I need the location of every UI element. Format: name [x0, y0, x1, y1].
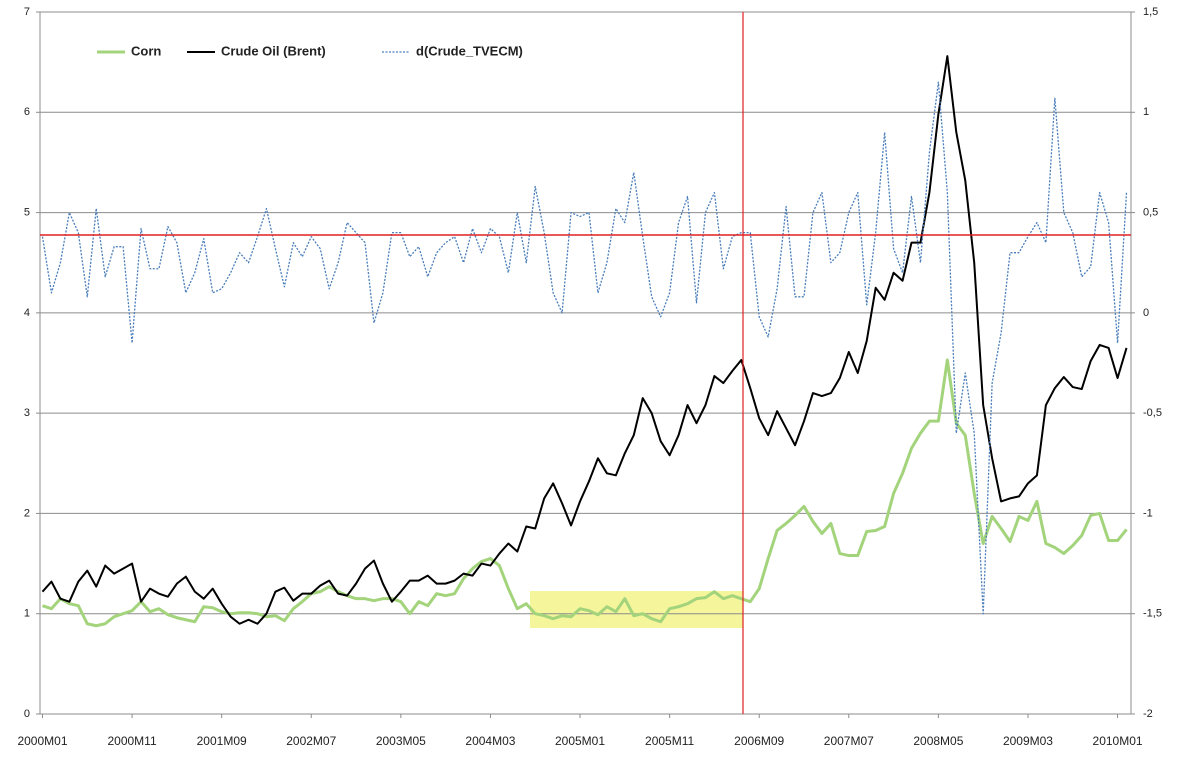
x-tick-label: 2005M11 — [645, 734, 694, 748]
x-tick-label: 2006M09 — [734, 734, 784, 748]
series-line — [41, 55, 1128, 625]
x-tick-label: 2004M03 — [465, 734, 515, 748]
y2-tick-label: 0,5 — [1143, 206, 1158, 218]
x-tick-label: 2001M09 — [197, 734, 247, 748]
y2-tick-label: -2 — [1143, 708, 1153, 720]
y2-tick-label: -0,5 — [1143, 407, 1162, 419]
y-tick-label: 3 — [24, 407, 30, 419]
x-tick-label: 2009M03 — [1003, 734, 1053, 748]
legend: Corn Crude Oil (Brent) d(Crude_TVECM) — [97, 43, 523, 58]
highlight-box — [530, 591, 743, 628]
y-tick-label: 2 — [24, 507, 30, 519]
y-tick-label: 5 — [24, 206, 30, 218]
y2-tick-label: -1,5 — [1143, 608, 1162, 620]
grid: 0 1 2 3 4 5 6 7 -2 -1,5 -1 -0,5 0 0,5 1 1,5 2000M01 2000M… — [17, 6, 1162, 748]
series-line — [42, 358, 1128, 628]
x-tick-label: 2005M01 — [555, 734, 605, 748]
y-tick-label: 4 — [24, 307, 30, 319]
y2-tick-label: 1 — [1143, 106, 1149, 118]
y-tick-label: 0 — [24, 708, 30, 720]
y2-tick-label: -1 — [1143, 507, 1153, 519]
y-tick-label: 7 — [24, 6, 30, 18]
y2-tick-label: 1,5 — [1143, 6, 1158, 18]
y2-tick-label: 0 — [1143, 307, 1149, 319]
legend-label: d(Crude_TVECM) — [416, 43, 523, 58]
y-tick-label: 6 — [24, 106, 30, 118]
legend-label: Corn — [131, 43, 161, 58]
legend-label: Crude Oil (Brent) — [221, 43, 326, 58]
x-tick-label: 2007M07 — [824, 734, 874, 748]
x-tick-label: 2008M05 — [913, 734, 963, 748]
x-tick-label: 2002M07 — [286, 734, 336, 748]
x-tick-label: 2003M05 — [376, 734, 426, 748]
x-tick-label: 2000M11 — [107, 734, 156, 748]
plot — [41, 55, 1128, 628]
x-tick-label: 2010M01 — [1093, 734, 1143, 748]
x-tick-label: 2000M01 — [17, 734, 67, 748]
series-line — [41, 81, 1128, 615]
y-tick-label: 1 — [24, 608, 30, 620]
